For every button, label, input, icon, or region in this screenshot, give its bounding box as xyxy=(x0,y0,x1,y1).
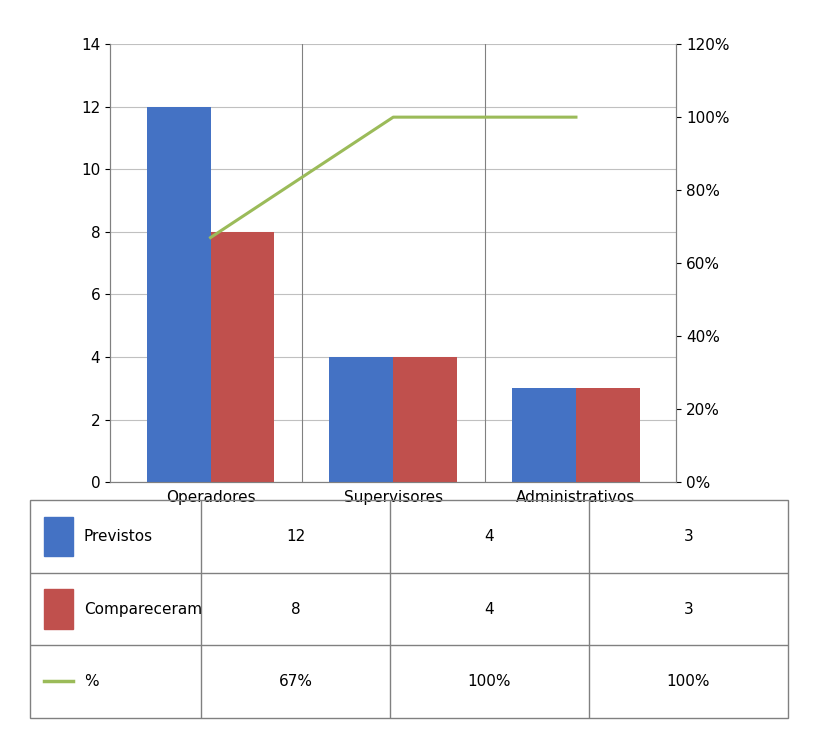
Text: 4: 4 xyxy=(485,601,494,617)
Text: 3: 3 xyxy=(684,529,694,544)
Text: %: % xyxy=(84,674,99,689)
Text: 12: 12 xyxy=(286,529,305,544)
Bar xyxy=(329,357,394,482)
Bar xyxy=(44,517,73,556)
Text: 8: 8 xyxy=(291,601,300,617)
Text: 3: 3 xyxy=(684,601,694,617)
Bar xyxy=(394,357,457,482)
Text: Compareceram: Compareceram xyxy=(84,601,202,617)
Bar xyxy=(210,232,275,482)
Text: 100%: 100% xyxy=(468,674,511,689)
Bar xyxy=(147,107,210,482)
Bar xyxy=(512,389,576,482)
Bar xyxy=(44,590,73,629)
Bar xyxy=(576,389,640,482)
Text: 67%: 67% xyxy=(279,674,312,689)
Text: 4: 4 xyxy=(485,529,494,544)
Text: Previstos: Previstos xyxy=(84,529,153,544)
Text: 100%: 100% xyxy=(667,674,710,689)
